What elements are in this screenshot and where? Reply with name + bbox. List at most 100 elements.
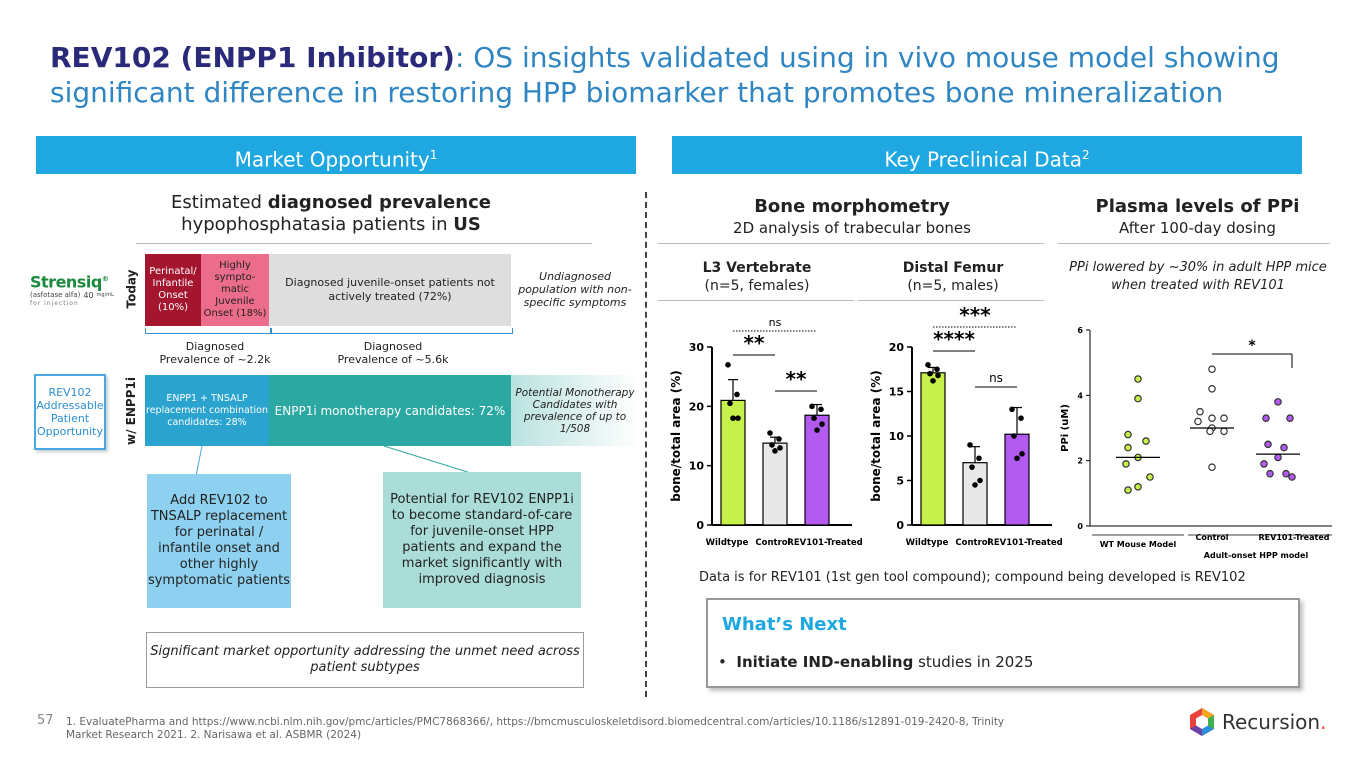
ppi-note: PPi lowered by ~30% in adult HPP mice wh… bbox=[1069, 260, 1327, 293]
data-point bbox=[1124, 486, 1132, 494]
recursion-hex-icon bbox=[1190, 708, 1214, 736]
data-point bbox=[772, 448, 778, 454]
data-point bbox=[1134, 394, 1142, 403]
ppi-rule bbox=[1058, 243, 1330, 244]
significance-label: **** bbox=[933, 327, 975, 351]
y-axis-label: bone/total area (%) bbox=[669, 370, 683, 501]
title-rest: : OS insights validated using in vivo mo… bbox=[50, 41, 1280, 109]
prev2-line1: Diagnosed bbox=[363, 340, 423, 353]
market-band-label: Market Opportunity bbox=[234, 147, 430, 172]
significance-label: ns bbox=[769, 316, 782, 329]
page-number: 57 bbox=[37, 713, 54, 728]
footer-references: 1. EvaluatePharma and https://www.ncbi.n… bbox=[66, 716, 1156, 742]
y-tick-label: 0 bbox=[1077, 522, 1083, 531]
data-point bbox=[811, 415, 817, 421]
preclinical-band: Key Preclinical Data2 bbox=[672, 136, 1302, 174]
bar bbox=[720, 399, 746, 526]
data-point bbox=[935, 372, 941, 379]
y-axis-label: bone/total area (%) bbox=[869, 370, 883, 501]
y-tick-label: 6 bbox=[1077, 326, 1083, 335]
data-point bbox=[1122, 460, 1130, 468]
data-point bbox=[1196, 407, 1204, 416]
distal-femur-chart: 0 5 10 15 20 bone/total area (%) Wildtype Contr… bbox=[869, 305, 1063, 548]
data-point bbox=[727, 400, 733, 407]
x-tick-label: Wildtype bbox=[906, 538, 949, 548]
recursion-logo: Recursion. bbox=[1188, 707, 1333, 737]
data-point bbox=[1194, 417, 1202, 426]
preclinical-band-sup: 2 bbox=[1082, 148, 1090, 162]
market-heading-us: US bbox=[453, 214, 481, 235]
data-point bbox=[814, 427, 820, 433]
bar bbox=[962, 462, 988, 526]
data-point bbox=[1134, 483, 1142, 491]
data-point bbox=[1014, 455, 1020, 462]
prev1-line1: Diagnosed bbox=[185, 340, 245, 353]
x-tick-label: REV101-Treated bbox=[787, 538, 862, 548]
market-heading-rule bbox=[136, 243, 592, 244]
prevalence-5-6k: Diagnosed Prevalence of ~5.6k bbox=[318, 340, 468, 366]
callout-connectors bbox=[195, 446, 475, 476]
bracket-diagnosed-1 bbox=[145, 328, 271, 334]
preclinical-band-label: Key Preclinical Data bbox=[884, 147, 1083, 172]
y-tick-label: 10 bbox=[889, 430, 905, 443]
market-heading-bold: diagnosed prevalence bbox=[267, 192, 491, 213]
segment-symptomatic-juvenile: Highly sympto- matic Juvenile Onset (18%… bbox=[201, 254, 269, 326]
data-point bbox=[1262, 414, 1270, 423]
x-tick-label: Control bbox=[1195, 533, 1228, 542]
x-tick-label: REV101-Treated bbox=[987, 538, 1062, 548]
x-tick-label: Control bbox=[955, 538, 990, 548]
bar bbox=[762, 442, 788, 526]
y-tick-label: 4 bbox=[1077, 391, 1083, 400]
x-tick-label: Control bbox=[755, 538, 790, 548]
prevalence-2-2k: Diagnosed Prevalence of ~2.2k bbox=[140, 340, 290, 366]
slide-title: REV102 (ENPP1 Inhibitor): OS insights va… bbox=[50, 40, 1340, 110]
y-tick-label: 10 bbox=[689, 460, 705, 473]
y-tick-label: 30 bbox=[689, 341, 705, 354]
section-divider bbox=[645, 192, 647, 697]
strensiq-sub: (asfotase alfa) bbox=[30, 291, 81, 300]
data-point bbox=[1009, 406, 1015, 413]
market-opportunity-band: Market Opportunity1 bbox=[36, 136, 636, 174]
strensiq-brand: Strensiq bbox=[30, 272, 102, 292]
y-tick-label: 20 bbox=[689, 400, 705, 413]
recursion-mark: . bbox=[1320, 710, 1327, 734]
data-point bbox=[1134, 375, 1142, 383]
morphometry-title: Bone morphometry bbox=[754, 196, 950, 217]
ppi-subtitle: After 100-day dosing bbox=[1119, 219, 1276, 237]
refs-line2: Market Research 2021. 2. Narisawa et al.… bbox=[66, 729, 362, 741]
y-tick-label: 5 bbox=[896, 475, 904, 488]
x-tick-label: REV101-Treated bbox=[1259, 533, 1330, 542]
femur-title: Distal Femur bbox=[902, 260, 1004, 276]
morph-rule bbox=[658, 243, 1044, 244]
callout-standard-of-care: Potential for REV102 ENPP1i to become st… bbox=[383, 472, 581, 608]
data-point bbox=[1208, 414, 1216, 423]
x-tick-label: WT Mouse Model bbox=[1100, 540, 1177, 549]
data-point bbox=[927, 370, 933, 377]
whats-next-item: • Initiate IND-enabling studies in 2025 bbox=[718, 653, 1033, 671]
y-tick-label: 20 bbox=[889, 341, 905, 354]
data-point bbox=[1124, 443, 1132, 452]
strensiq-tm: ® bbox=[101, 275, 109, 283]
y-tick-label: 15 bbox=[889, 386, 904, 399]
significance-label: ** bbox=[786, 367, 807, 391]
data-point bbox=[1274, 398, 1282, 406]
data-point bbox=[1260, 460, 1268, 468]
bar bbox=[1004, 433, 1030, 526]
segment-monotherapy: ENPP1i monotherapy candidates: 72% bbox=[269, 375, 511, 446]
whats-next-rest: studies in 2025 bbox=[913, 653, 1034, 671]
data-point bbox=[1264, 440, 1272, 449]
data-note: Data is for REV101 (1st gen tool compoun… bbox=[699, 570, 1246, 585]
data-point bbox=[969, 464, 975, 470]
data-point bbox=[972, 482, 978, 488]
data-point bbox=[1220, 414, 1228, 423]
femur-header: Distal Femur (n=5, males) bbox=[868, 259, 1038, 295]
data-point bbox=[1288, 473, 1296, 481]
data-point bbox=[734, 391, 740, 398]
data-point bbox=[976, 455, 982, 462]
data-point bbox=[818, 406, 824, 413]
data-point bbox=[1146, 473, 1154, 481]
data-point bbox=[1208, 365, 1216, 374]
market-summary-box: Significant market opportunity addressin… bbox=[146, 632, 584, 688]
segment-untreated: Diagnosed juvenile-onset patients not ac… bbox=[269, 254, 511, 326]
recursion-wordmark: Recursion bbox=[1222, 710, 1321, 734]
